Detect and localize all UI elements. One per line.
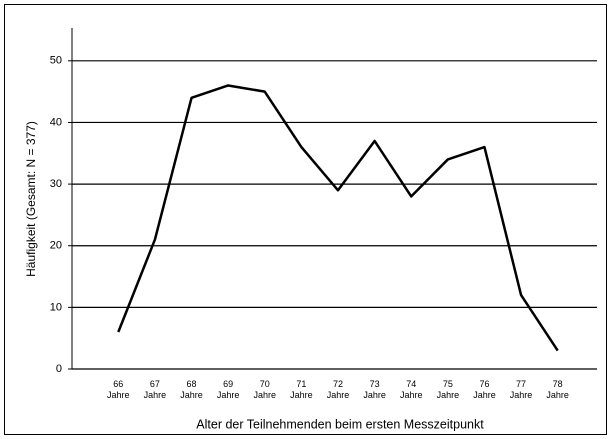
x-tick-label: 78 Jahre	[546, 379, 569, 400]
x-tick-label: 73 Jahre	[363, 379, 386, 400]
x-tick-label: 71 Jahre	[290, 379, 313, 400]
frame	[4, 4, 607, 435]
y-tick-label: 0	[56, 363, 62, 375]
y-tick-label: 40	[50, 116, 62, 128]
x-tick-label: 70 Jahre	[253, 379, 277, 400]
x-tick-label: 75 Jahre	[436, 379, 460, 400]
x-tick-label: 67 Jahre	[143, 379, 167, 400]
y-tick-label: 20	[50, 240, 62, 252]
y-tick-label: 50	[50, 55, 62, 67]
x-tick-label: 68 Jahre	[180, 379, 203, 400]
x-tick-label: 74 Jahre	[399, 379, 423, 400]
x-tick-label: 66 Jahre	[107, 379, 130, 400]
x-tick-label: 72 Jahre	[326, 379, 350, 400]
data-line	[117, 84, 559, 352]
x-tick-label: 69 Jahre	[216, 379, 240, 400]
y-axis-label: Häufigkeit (Gesamt: N = 377)	[24, 121, 38, 277]
x-tick-label: 76 Jahre	[473, 379, 496, 400]
y-tick-label: 30	[50, 178, 62, 190]
y-tick-label: 10	[50, 301, 62, 313]
x-axis-label: Alter der Teilnehmenden beim ersten Mess…	[196, 417, 484, 431]
x-tick-label: 77 Jahre	[509, 379, 533, 400]
